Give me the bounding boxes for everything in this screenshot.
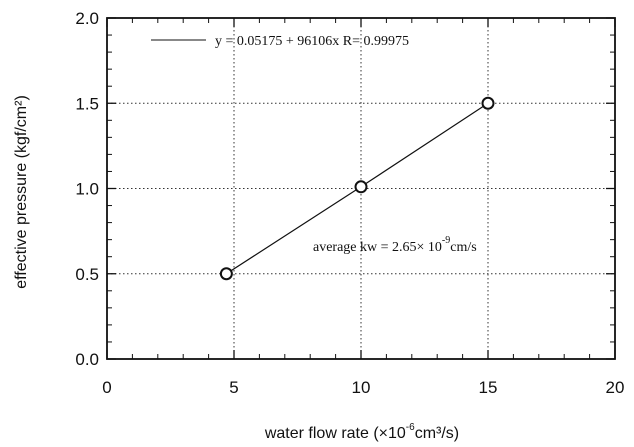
kw-annotation: average kw = 2.65× 10-9cm/s [313, 235, 477, 255]
tick-labels: 0 5 10 15 20 0.0 0.5 1.0 1.5 2.0 [75, 9, 624, 397]
x-tick-label: 15 [479, 378, 498, 397]
data-point [219, 267, 233, 281]
kw-annotation-exponent: -9 [442, 235, 450, 246]
y-tick-label: 2.0 [75, 9, 99, 28]
data-point [481, 96, 495, 110]
x-axis-label-prefix: water flow rate (×10 [264, 425, 406, 442]
x-tick-label: 10 [352, 378, 371, 397]
x-axis-label-exponent: -6 [406, 422, 415, 433]
legend-equation: y = 0.05175 + 96106x R= 0.99975 [215, 34, 409, 49]
x-tick-label: 20 [606, 378, 625, 397]
x-axis-label: water flow rate (×10-6cm³/s) [264, 422, 459, 442]
y-axis-label: effective pressure (kgf/cm²) [13, 95, 30, 289]
y-tick-label: 1.0 [75, 180, 99, 199]
kw-annotation-prefix: average kw = 2.65× 10 [313, 240, 442, 255]
legend: y = 0.05175 + 96106x R= 0.99975 [151, 34, 409, 49]
plot-frame [106, 17, 616, 360]
y-tick-label: 0.5 [75, 265, 99, 284]
data-series [219, 96, 495, 281]
x-axis-label-suffix: cm³/s) [415, 425, 459, 442]
x-tick-label: 5 [229, 378, 238, 397]
x-tick-label: 0 [102, 378, 111, 397]
y-tick-label: 0.0 [75, 350, 99, 369]
kw-annotation-suffix: cm/s [450, 240, 476, 255]
grid-lines [107, 18, 615, 359]
y-tick-label: 1.5 [75, 94, 99, 113]
data-point [354, 180, 368, 194]
